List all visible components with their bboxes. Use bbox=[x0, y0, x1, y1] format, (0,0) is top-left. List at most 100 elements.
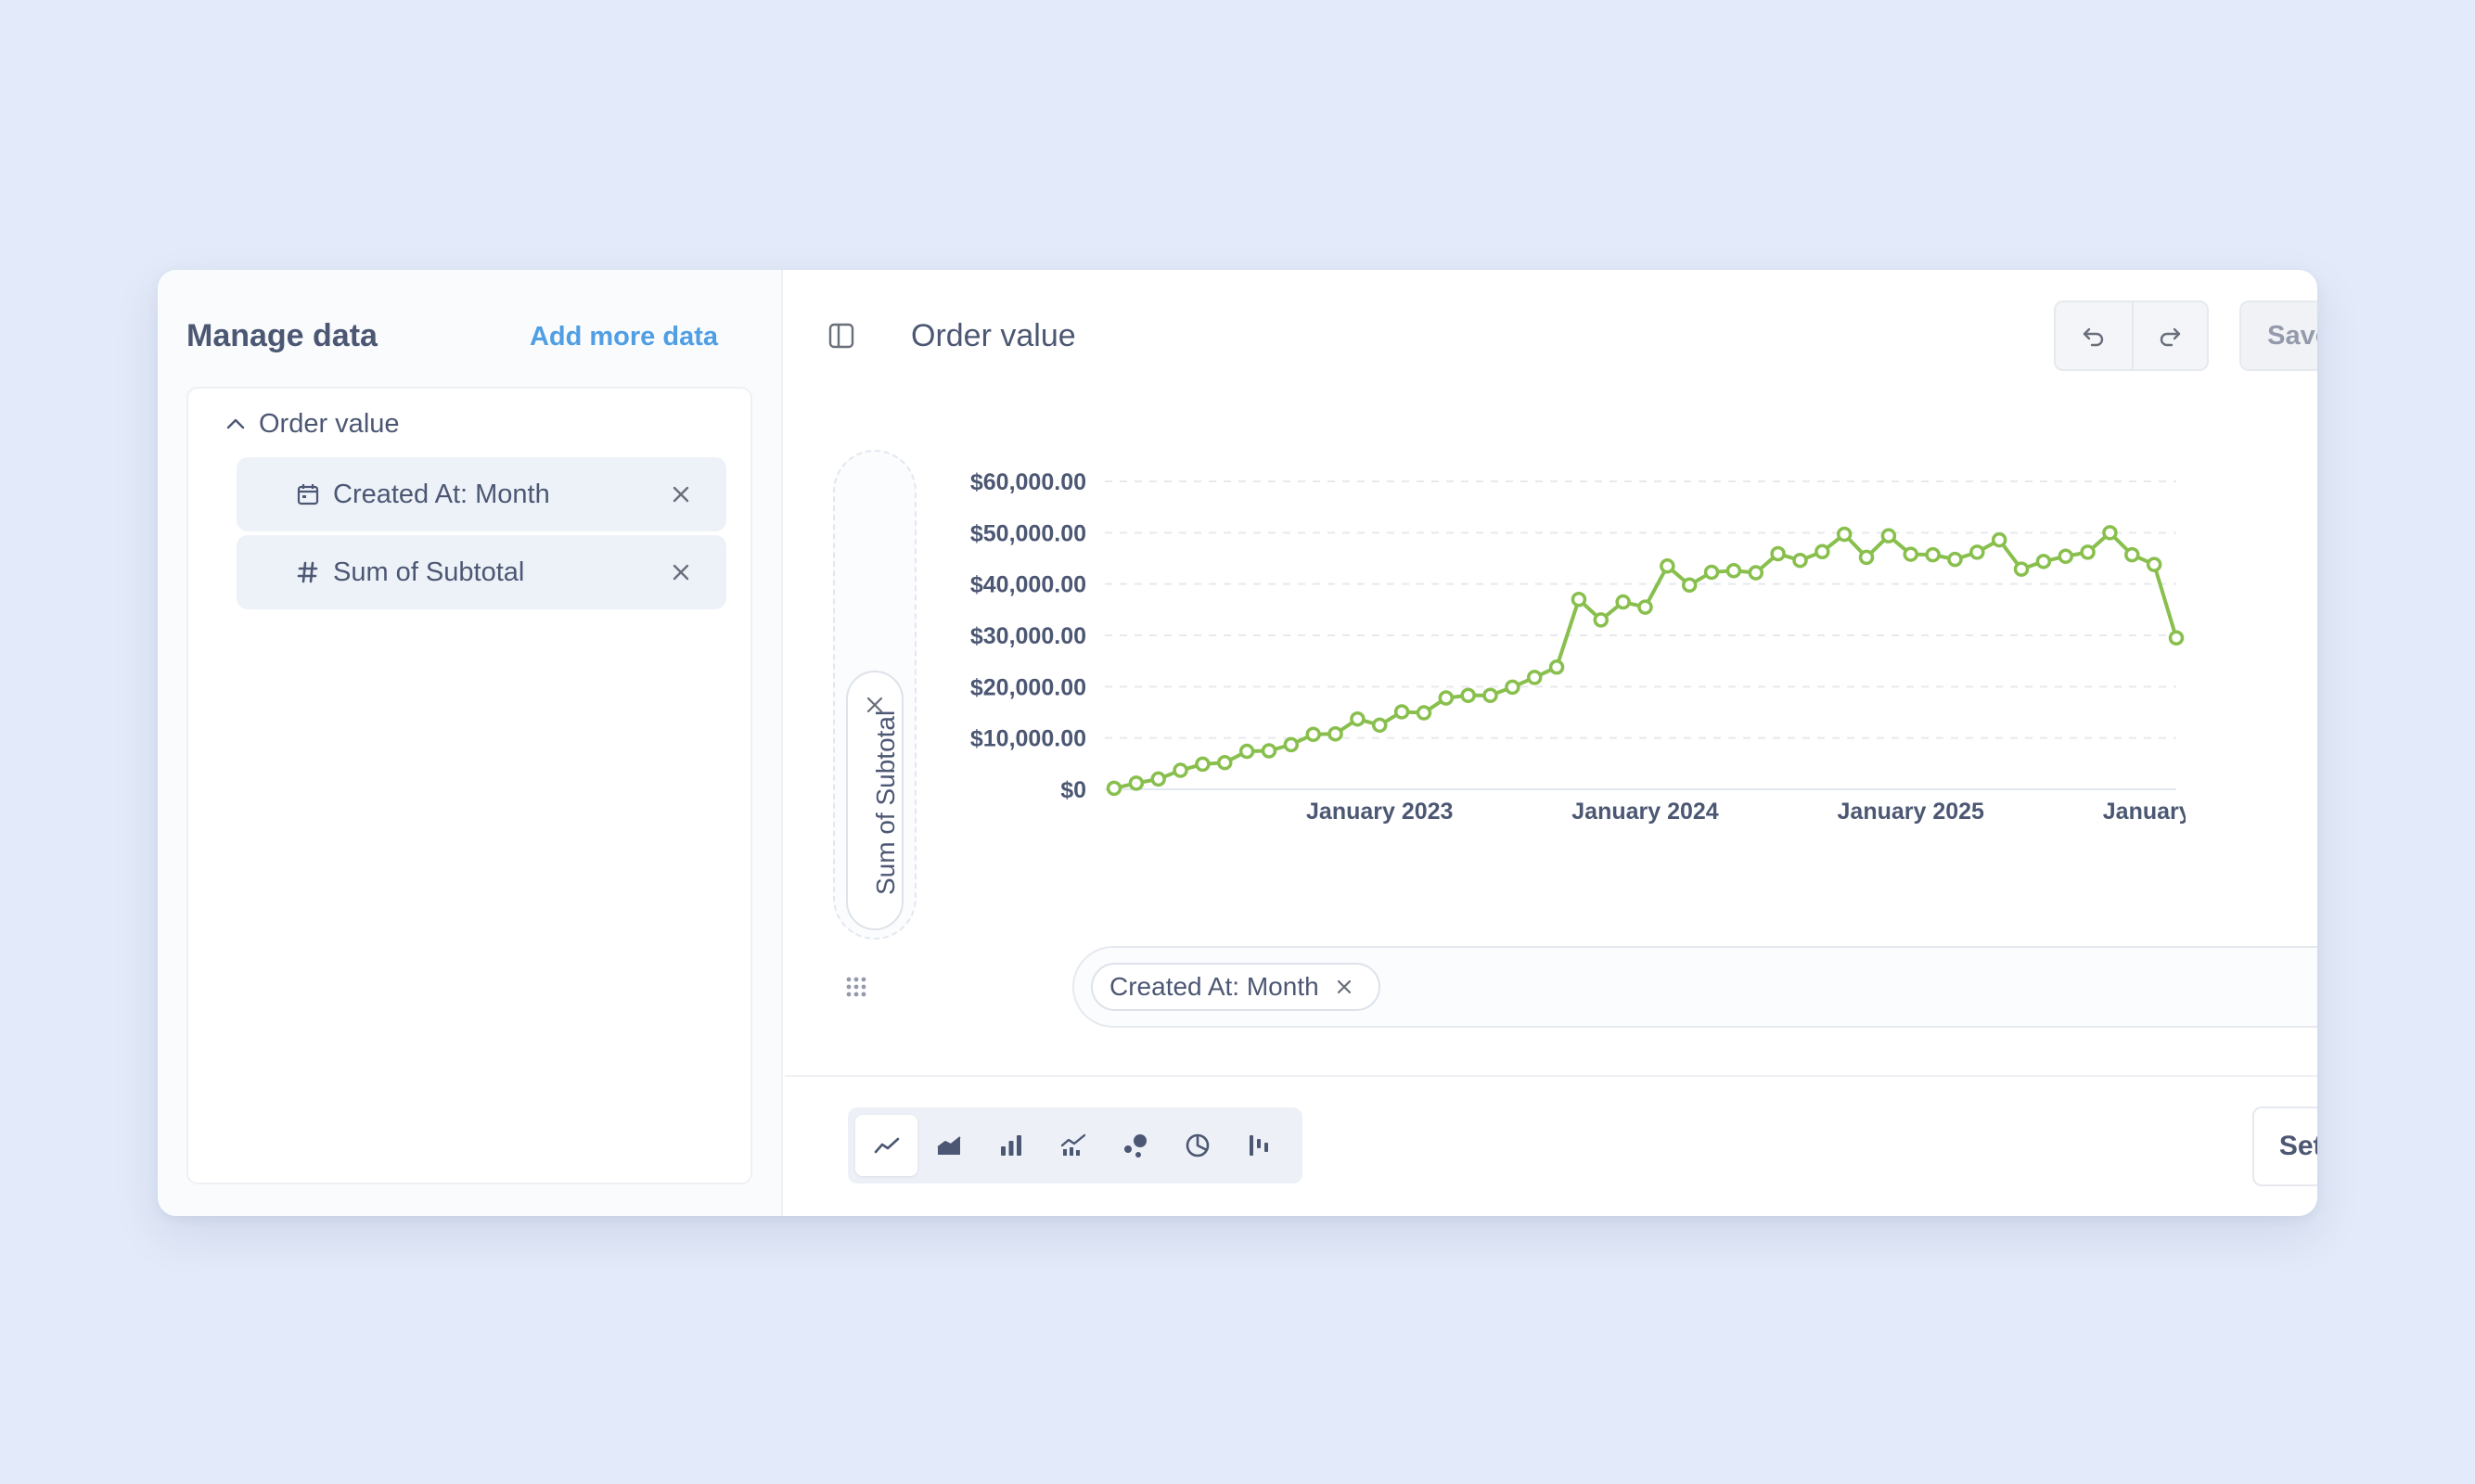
data-point bbox=[1815, 544, 1830, 560]
data-point bbox=[2058, 548, 2073, 565]
data-point bbox=[2035, 554, 2052, 569]
y-tick-label: $20,000.00 bbox=[970, 674, 1086, 700]
data-point bbox=[1725, 563, 1742, 579]
settings-button[interactable]: Settings bbox=[2252, 1107, 2317, 1186]
sidebar-toggle-icon[interactable] bbox=[827, 322, 855, 350]
add-more-data-button[interactable]: Add more data bbox=[529, 322, 718, 352]
y-tick-label: $60,000.00 bbox=[970, 469, 1086, 495]
y-tick-label: $10,000.00 bbox=[970, 726, 1086, 752]
viz-type-combo[interactable] bbox=[1042, 1115, 1104, 1176]
data-point bbox=[1571, 592, 1587, 608]
remove-y-axis-icon[interactable] bbox=[863, 693, 887, 717]
data-point bbox=[2124, 546, 2140, 563]
undo-button[interactable] bbox=[2056, 302, 2132, 369]
visualization-panel: Order value Save Sum of Subtotal $0 $10,0… bbox=[785, 270, 2317, 1216]
area-chart-icon bbox=[936, 1136, 961, 1155]
data-point bbox=[1947, 551, 1963, 568]
data-point bbox=[1903, 546, 1918, 562]
y-axis-pill[interactable]: Sum of Subtotal bbox=[846, 671, 904, 930]
bar-chart-icon bbox=[1000, 1135, 1021, 1156]
data-point bbox=[1925, 546, 1941, 563]
x-axis-label: Created At: Month bbox=[1109, 972, 1319, 1001]
data-point bbox=[2080, 544, 2096, 560]
column-item-sum-subtotal[interactable]: Sum of Subtotal bbox=[237, 535, 726, 609]
data-point bbox=[2013, 561, 2030, 577]
data-point bbox=[1416, 705, 1432, 721]
data-point bbox=[1615, 594, 1631, 610]
x-tick-label: January 2023 bbox=[1306, 799, 1453, 825]
data-point bbox=[1150, 771, 1166, 787]
column-item-created-at[interactable]: Created At: Month bbox=[237, 457, 726, 531]
data-point bbox=[1637, 599, 1653, 615]
x-tick-label: January 2024 bbox=[1571, 799, 1719, 825]
calendar-icon bbox=[294, 480, 322, 508]
data-point bbox=[2168, 630, 2185, 646]
column-label: Sum of Subtotal bbox=[333, 556, 525, 587]
viz-type-pie[interactable] bbox=[1166, 1115, 1228, 1176]
y-axis-well[interactable]: Sum of Subtotal bbox=[833, 450, 917, 940]
data-point bbox=[1548, 659, 1565, 675]
data-point bbox=[1305, 726, 1321, 743]
data-point bbox=[1880, 528, 1897, 544]
data-point bbox=[1593, 612, 1609, 628]
data-point bbox=[1526, 670, 1543, 685]
viz-type-line[interactable] bbox=[855, 1115, 917, 1176]
datasource-header[interactable]: Order value bbox=[225, 407, 400, 441]
viz-type-scatter[interactable] bbox=[1104, 1115, 1166, 1176]
remove-x-axis-icon[interactable] bbox=[1334, 975, 1358, 999]
column-label: Created At: Month bbox=[333, 479, 550, 509]
y-tick-label: $40,000.00 bbox=[970, 572, 1086, 598]
data-point bbox=[1350, 710, 1366, 727]
data-point bbox=[1283, 736, 1300, 753]
pie-chart-icon bbox=[1186, 1133, 1209, 1158]
data-point bbox=[1128, 775, 1145, 791]
data-point bbox=[1372, 717, 1388, 734]
data-point bbox=[1770, 545, 1786, 562]
data-point bbox=[1106, 780, 1122, 797]
data-point bbox=[1482, 687, 1498, 703]
visualizer-modal: Manage data Add more data Order value Cr… bbox=[158, 270, 2317, 1216]
data-point bbox=[1836, 526, 1853, 543]
data-point bbox=[1327, 725, 1343, 742]
x-axis-well[interactable]: Created At: Month bbox=[1072, 946, 2317, 1028]
data-point bbox=[1460, 687, 1476, 703]
x-axis-pill[interactable]: Created At: Month bbox=[1091, 963, 1380, 1011]
visualization-title: Order value bbox=[911, 318, 1076, 353]
data-point bbox=[1969, 544, 1985, 560]
scatter-chart-icon bbox=[1123, 1134, 1147, 1158]
y-tick-label: $50,000.00 bbox=[970, 520, 1086, 546]
footer-divider bbox=[785, 1075, 2317, 1077]
datasource-name: Order value bbox=[259, 408, 400, 439]
viz-type-bar[interactable] bbox=[980, 1115, 1042, 1176]
drag-handle-icon[interactable] bbox=[844, 975, 868, 999]
hash-icon bbox=[294, 558, 322, 586]
remove-column-icon[interactable] bbox=[667, 480, 695, 508]
remove-column-icon[interactable] bbox=[667, 558, 695, 586]
viz-type-switcher bbox=[848, 1107, 1302, 1183]
data-point bbox=[1173, 762, 1188, 778]
line-chart: $0 $10,000.00 $20,000.00 $30,000.00 $40,000.… bbox=[970, 469, 2186, 825]
save-button[interactable]: Save bbox=[2239, 301, 2317, 371]
data-point bbox=[1748, 565, 1764, 581]
data-point bbox=[1792, 552, 1808, 569]
data-point bbox=[1393, 704, 1410, 720]
data-point bbox=[2102, 525, 2118, 541]
data-point bbox=[1660, 558, 1675, 574]
y-tick-label: $0 bbox=[1060, 777, 1086, 803]
data-point bbox=[1703, 564, 1720, 581]
x-tick-label: January 2026 bbox=[2103, 799, 2186, 825]
datasource-list: Order value Created At: Month Sum of Sub… bbox=[186, 387, 752, 1184]
line-chart-icon bbox=[874, 1137, 899, 1154]
viz-type-waterfall[interactable] bbox=[1228, 1115, 1290, 1176]
redo-button[interactable] bbox=[2131, 302, 2208, 369]
data-point bbox=[1438, 690, 1455, 706]
manage-data-panel: Manage data Add more data Order value Cr… bbox=[158, 270, 783, 1216]
y-tick-label: $30,000.00 bbox=[970, 623, 1086, 649]
chevron-up-icon bbox=[226, 418, 245, 429]
manage-data-title: Manage data bbox=[186, 318, 378, 353]
data-point bbox=[1195, 756, 1211, 773]
y-axis-label: Sum of Subtotal bbox=[871, 710, 900, 895]
viz-type-area[interactable] bbox=[917, 1115, 980, 1176]
data-point bbox=[1991, 531, 2007, 548]
data-point bbox=[1217, 754, 1233, 771]
